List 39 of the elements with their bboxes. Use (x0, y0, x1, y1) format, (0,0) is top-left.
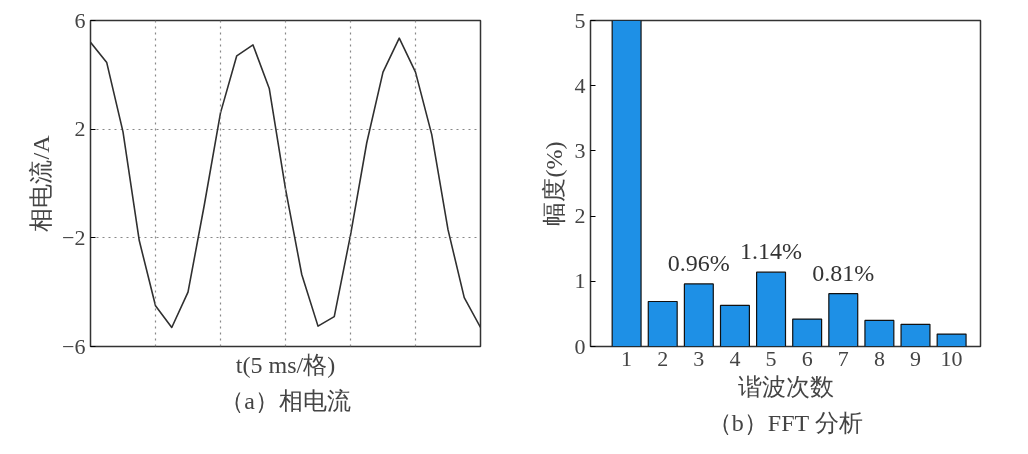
bar (900, 323, 931, 347)
bar (828, 293, 859, 347)
x-tick-label: 2 (657, 345, 669, 371)
x-tick-label: 10 (940, 345, 963, 371)
x-tick-label: 3 (693, 345, 705, 371)
y-tick-label: 2 (74, 116, 86, 142)
x-tick-label: 7 (837, 345, 849, 371)
annotation: 1.14% (740, 238, 803, 265)
x-tick-label: 9 (910, 345, 921, 371)
annotation: 0.96% (667, 249, 730, 276)
y-tick-label: 4 (574, 72, 586, 98)
x-tick-label: 1 (621, 345, 633, 371)
y-tick-label: 0 (574, 333, 586, 359)
bar (756, 271, 787, 347)
text: （a）相电流 (220, 387, 351, 414)
y-tick-label: 5 (574, 7, 586, 33)
bar (719, 304, 750, 347)
x-tick-label: 4 (729, 345, 741, 371)
bar (647, 300, 678, 347)
bar (683, 283, 714, 347)
x-tick-label: 5 (765, 345, 777, 371)
y-tick-label: 3 (574, 137, 586, 163)
y-axis-title: 幅度(%) (540, 141, 567, 226)
x-axis-title: 谐波次数 (737, 373, 834, 400)
x-axis-title: t(5 ms/格) (235, 351, 336, 378)
y-tick-label: 2 (574, 203, 586, 229)
y-tick-label: 6 (74, 7, 86, 33)
y-tick-label: 1 (574, 268, 586, 294)
x-tick-label: 6 (801, 345, 813, 371)
y-tick-label: −2 (62, 224, 86, 250)
text: （b）FFT 分析 (707, 409, 863, 436)
bar (864, 319, 895, 347)
y-axis-title: 相电流/A (28, 134, 55, 232)
bar (611, 20, 642, 347)
annotation: 0.81% (812, 259, 875, 286)
bar (936, 333, 967, 347)
x-tick-label: 8 (873, 345, 885, 371)
bar (792, 318, 823, 347)
y-tick-label: −6 (62, 333, 86, 359)
